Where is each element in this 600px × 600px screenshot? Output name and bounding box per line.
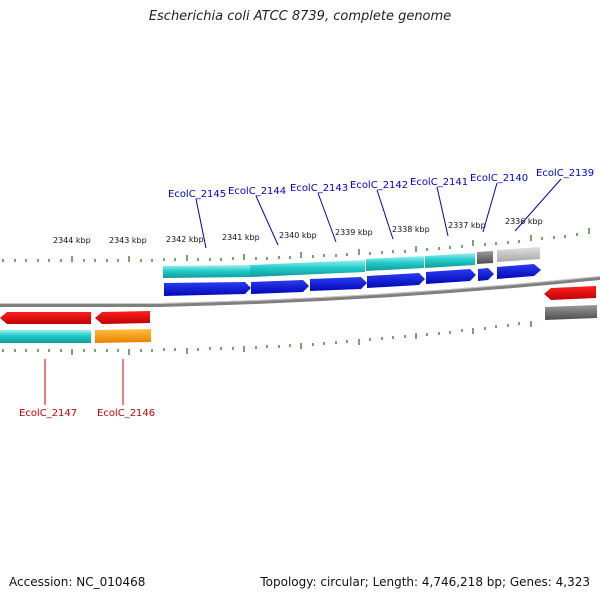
scale-label: 2339 kbp	[335, 228, 373, 237]
scale-label: 2343 kbp	[109, 236, 147, 245]
forward-gene-arrow	[164, 282, 251, 296]
upper-scale-ticks	[2, 228, 590, 262]
reverse-feature-track	[0, 305, 597, 343]
forward-lightgray-feature	[497, 247, 540, 262]
gene-label-ecolc-2140: EcolC_2140	[470, 173, 528, 184]
genome-backbone	[0, 276, 600, 307]
scale-label: 2342 kbp	[166, 235, 204, 244]
forward-gene-arrow	[478, 268, 494, 281]
reverse-gene-arrow	[0, 312, 91, 324]
forward-gene-arrow	[426, 269, 476, 284]
reverse-gray-feature	[545, 305, 597, 320]
forward-gray-feature	[477, 251, 493, 264]
reverse-gene-leaders	[44, 359, 124, 405]
reverse-cds-track	[0, 286, 596, 324]
forward-gene-labels: EcolC_2145 EcolC_2144 EcolC_2143 EcolC_2…	[168, 168, 594, 200]
scale-labels: 2344 kbp 2343 kbp 2342 kbp 2341 kbp 2340…	[53, 217, 543, 245]
forward-gene-arrow	[310, 277, 367, 291]
reverse-orange-feature	[95, 329, 151, 343]
gene-label-ecolc-2145: EcolC_2145	[168, 189, 226, 200]
forward-cyan-feature	[425, 253, 475, 268]
gene-label-ecolc-2144: EcolC_2144	[228, 186, 286, 197]
forward-gene-arrow	[367, 273, 425, 288]
scale-label: 2341 kbp	[222, 233, 260, 242]
gene-label-ecolc-2142: EcolC_2142	[350, 180, 408, 191]
reverse-cyan-feature	[0, 330, 91, 343]
scale-label: 2337 kbp	[448, 221, 486, 230]
forward-gene-leaders	[195, 178, 562, 249]
genome-title: Escherichia coli ATCC 8739, complete gen…	[148, 9, 452, 24]
genome-summary-text: Topology: circular; Length: 4,746,218 bp…	[260, 575, 590, 589]
scale-label: 2344 kbp	[53, 236, 91, 245]
forward-gene-arrow	[251, 280, 309, 294]
lower-scale-ticks	[2, 321, 532, 355]
gene-label-ecolc-2146: EcolC_2146	[97, 408, 155, 419]
gene-label-ecolc-2141: EcolC_2141	[410, 177, 468, 188]
accession-text: Accession: NC_010468	[9, 575, 146, 589]
forward-cyan-feature	[250, 260, 365, 277]
reverse-gene-labels: EcolC_2147 EcolC_2146	[19, 408, 155, 419]
forward-feature-track	[163, 247, 540, 278]
scale-label: 2338 kbp	[392, 225, 430, 234]
gene-label-ecolc-2143: EcolC_2143	[290, 183, 348, 194]
forward-cyan-feature	[366, 256, 424, 271]
forward-cyan-feature	[163, 265, 250, 278]
forward-gene-arrow	[497, 264, 541, 279]
forward-cds-track	[164, 264, 541, 296]
genome-backbone-highlight	[0, 276, 600, 304]
gene-label-ecolc-2139: EcolC_2139	[536, 168, 594, 179]
reverse-gene-arrow	[544, 286, 596, 300]
gene-label-ecolc-2147: EcolC_2147	[19, 408, 77, 419]
scale-label: 2340 kbp	[279, 231, 317, 240]
reverse-gene-arrow	[95, 311, 150, 324]
